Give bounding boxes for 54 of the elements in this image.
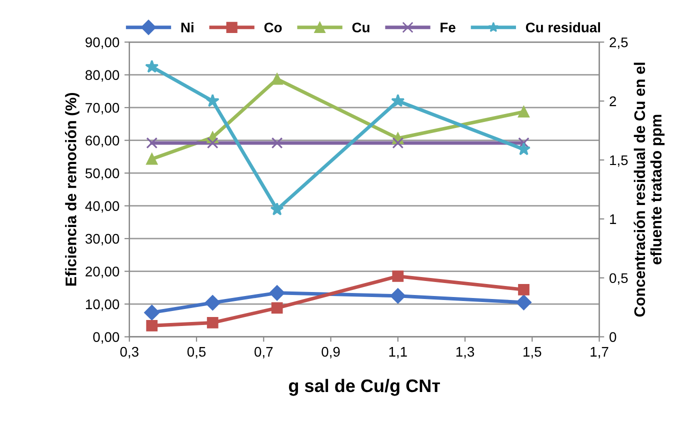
point — [144, 304, 160, 320]
point — [269, 285, 285, 301]
x-tick-label: 0,7 — [254, 346, 273, 358]
point — [516, 142, 531, 156]
x-tick-label: 0,3 — [120, 346, 138, 358]
point — [206, 94, 220, 107]
point — [204, 295, 220, 310]
point — [518, 106, 530, 118]
y-tick-label: 40,00 — [85, 201, 120, 213]
point — [145, 60, 159, 73]
y-tick-label: 60,00 — [86, 136, 120, 148]
legend-label: Co — [264, 22, 282, 32]
x-tick-label: 1,1 — [389, 347, 407, 358]
point — [146, 153, 158, 165]
y-tick-label: 70,00 — [86, 102, 120, 114]
x-axis-title: g sal de Cu/g CNт — [288, 378, 440, 396]
point — [392, 270, 404, 282]
legend-label: Fe — [440, 22, 456, 32]
x-tick-label: 0,5 — [187, 346, 206, 358]
point — [271, 73, 283, 85]
y-tick-label: 30,00 — [85, 234, 120, 246]
y-tick-label: 80,00 — [86, 70, 120, 82]
point — [206, 317, 218, 328]
y-tick-label: 20,00 — [86, 266, 120, 278]
y2-tick-label: 0,5 — [610, 273, 628, 285]
point — [206, 137, 218, 149]
point — [390, 288, 406, 304]
y2-tick-label: 1 — [610, 214, 616, 224]
y-tick-label: 10,00 — [86, 299, 120, 311]
x-tick-label: 1,7 — [590, 347, 608, 358]
point — [271, 137, 283, 149]
y-tick-label: 90,00 — [86, 37, 120, 49]
y2-axis-title: Concentración residual de Cu en el efluente tratado ppm — [634, 62, 665, 317]
legend-label: Cu — [352, 22, 370, 32]
x-tick-label: 0,9 — [322, 346, 340, 358]
point — [146, 137, 158, 149]
point — [392, 137, 404, 149]
point — [391, 94, 405, 107]
x-tick-label: 1,3 — [456, 346, 474, 358]
point — [518, 284, 530, 296]
point — [271, 302, 283, 314]
point — [270, 202, 284, 216]
y-axis-title: Eficiencia de remoción (%) — [64, 92, 80, 286]
point — [146, 320, 158, 332]
y2-tick-label: 0 — [610, 332, 616, 342]
y2-tick-label: 2 — [610, 96, 616, 106]
y2-tick-label: 2,5 — [610, 37, 628, 49]
y-tick-label: 0,00 — [93, 332, 120, 344]
x-tick-label: 1,5 — [524, 347, 542, 358]
legend-label: Ni — [181, 22, 194, 32]
point — [516, 294, 532, 310]
y-tick-label: 50,00 — [85, 168, 120, 180]
legend-label: Cu residual — [526, 22, 600, 32]
y2-tick-label: 1,5 — [610, 155, 628, 167]
